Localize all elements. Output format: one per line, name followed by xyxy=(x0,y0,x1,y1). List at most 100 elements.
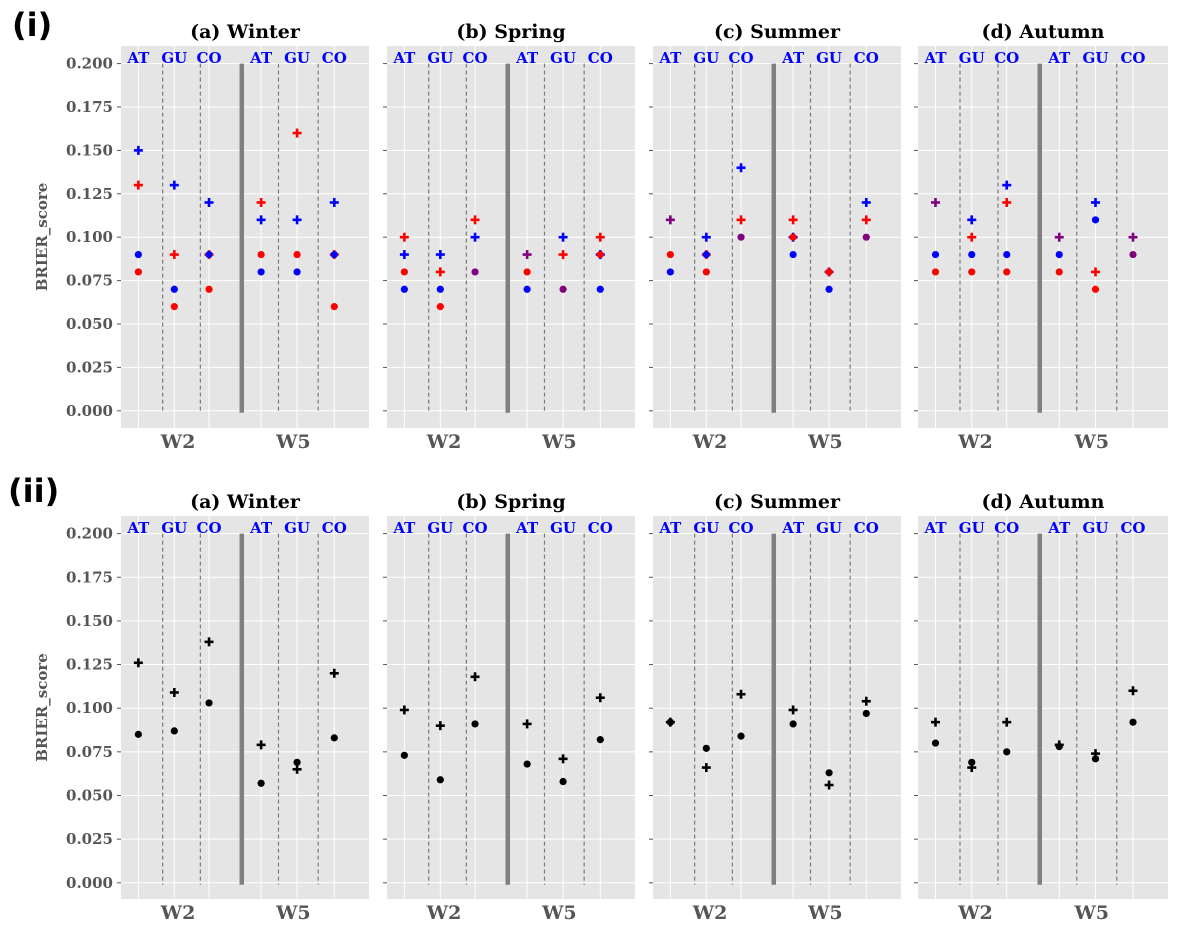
data-point-dot xyxy=(257,779,265,787)
category-label-co: CO xyxy=(994,49,1019,67)
y-tick-label: 0.050 xyxy=(66,787,113,805)
panel-title: (b) Spring xyxy=(456,21,565,43)
data-point-dot xyxy=(737,732,745,740)
data-point-plus xyxy=(701,232,711,242)
panel-background xyxy=(653,516,901,899)
category-label-co: CO xyxy=(197,49,222,67)
category-label-co: CO xyxy=(463,519,488,537)
data-point-plus xyxy=(1002,180,1012,190)
data-point-dot xyxy=(293,758,301,766)
data-point-dot xyxy=(825,769,833,777)
data-point-dot xyxy=(789,720,797,728)
chart-row-2: BRIER_score 0.000 0.025 0.050 0.075 0.100 0.12… xyxy=(33,491,1168,924)
category-label-gu: GU xyxy=(816,49,842,67)
category-label-co: CO xyxy=(588,519,613,537)
y-tick-label: 0.000 xyxy=(66,402,113,420)
data-point-dot xyxy=(134,250,142,259)
data-point-plus xyxy=(329,668,339,678)
category-label-gu: GU xyxy=(550,49,576,67)
data-point-plus xyxy=(204,637,214,647)
category-label-gu: GU xyxy=(816,519,842,537)
data-point-plus xyxy=(1002,197,1012,207)
row-label-ii: (ii) xyxy=(8,472,60,510)
data-point-plus xyxy=(931,197,940,207)
data-point-plus xyxy=(824,780,834,790)
panel-title: (d) Autumn xyxy=(982,491,1105,513)
y-tick-label: 0.050 xyxy=(66,315,113,333)
data-point-plus xyxy=(1091,197,1100,207)
y-tick-label: 0.175 xyxy=(66,98,113,116)
data-point-plus xyxy=(595,693,605,703)
category-label-gu: GU xyxy=(427,519,453,537)
category-label-at: AT xyxy=(249,519,273,537)
data-point-plus xyxy=(470,215,480,225)
data-point-dot xyxy=(596,250,604,259)
data-point-dot xyxy=(134,268,142,276)
data-point-dot xyxy=(330,250,338,259)
category-label-at: AT xyxy=(924,49,948,67)
data-point-dot xyxy=(436,285,444,293)
y-tick-label: 0.000 xyxy=(66,874,113,892)
data-point-dot xyxy=(931,250,940,259)
y-axis-label: BRIER_score xyxy=(33,183,51,292)
data-point-dot xyxy=(523,285,531,293)
panel-background xyxy=(121,516,369,899)
category-label-at: AT xyxy=(515,519,539,537)
data-point-plus xyxy=(558,754,568,764)
data-point-plus xyxy=(595,232,605,242)
data-point-plus xyxy=(435,721,445,731)
data-point-dot xyxy=(931,739,940,747)
category-label-co: CO xyxy=(1120,519,1145,537)
data-point-plus xyxy=(256,740,266,750)
y-tick-label: 0.175 xyxy=(66,568,113,586)
category-label-at: AT xyxy=(126,519,150,537)
y-tick-label: 0.200 xyxy=(66,55,113,73)
y-tick-label: 0.125 xyxy=(66,185,113,203)
category-label-co: CO xyxy=(994,519,1019,537)
category-label-at: AT xyxy=(658,49,682,67)
category-label-at: AT xyxy=(515,49,539,67)
y-tick-label: 0.025 xyxy=(66,830,113,848)
category-label-co: CO xyxy=(588,49,613,67)
data-point-dot xyxy=(968,268,976,276)
data-point-dot xyxy=(1003,268,1011,276)
group-label-w2: W2 xyxy=(160,902,196,924)
data-point-dot xyxy=(205,699,213,707)
data-point-plus xyxy=(133,145,143,155)
data-point-plus xyxy=(435,267,445,277)
panel-a-winter: 0.000 0.025 0.050 0.075 0.100 0.125 0.150 0.175… xyxy=(66,491,369,924)
data-point-dot xyxy=(134,730,142,738)
y-tick-label: 0.025 xyxy=(66,358,113,376)
category-label-at: AT xyxy=(392,49,416,67)
data-point-plus xyxy=(788,705,798,715)
data-point-plus xyxy=(861,197,871,207)
data-point-plus xyxy=(399,705,409,715)
data-point-dot xyxy=(471,268,479,276)
panel-title: (c) Summer xyxy=(714,21,841,43)
y-tick-label: 0.075 xyxy=(66,272,113,290)
data-point-plus xyxy=(169,250,179,260)
data-point-dot xyxy=(293,250,301,259)
group-label-w5: W5 xyxy=(1073,431,1109,453)
chart-row-1: BRIER_score 0.000 0.025 0.050 0.075 0.100 0.12… xyxy=(33,21,1168,453)
data-point-plus xyxy=(701,763,711,773)
data-point-plus xyxy=(292,764,302,774)
category-label-co: CO xyxy=(854,519,879,537)
category-label-gu: GU xyxy=(959,519,985,537)
data-point-plus xyxy=(736,163,746,173)
data-point-dot xyxy=(330,303,338,311)
category-label-at: AT xyxy=(924,519,948,537)
data-point-dot xyxy=(205,285,213,293)
category-label-gu: GU xyxy=(284,519,310,537)
data-point-dot xyxy=(968,250,976,259)
category-label-gu: GU xyxy=(161,49,187,67)
y-tick-label: 0.100 xyxy=(66,228,113,246)
data-point-dot xyxy=(702,250,710,259)
data-point-plus xyxy=(169,687,179,697)
data-point-plus xyxy=(1002,717,1012,727)
group-label-w2: W2 xyxy=(160,431,196,453)
data-point-dot xyxy=(825,285,833,293)
data-point-plus xyxy=(292,215,302,225)
data-point-plus xyxy=(256,197,266,207)
data-point-plus xyxy=(1091,267,1100,277)
